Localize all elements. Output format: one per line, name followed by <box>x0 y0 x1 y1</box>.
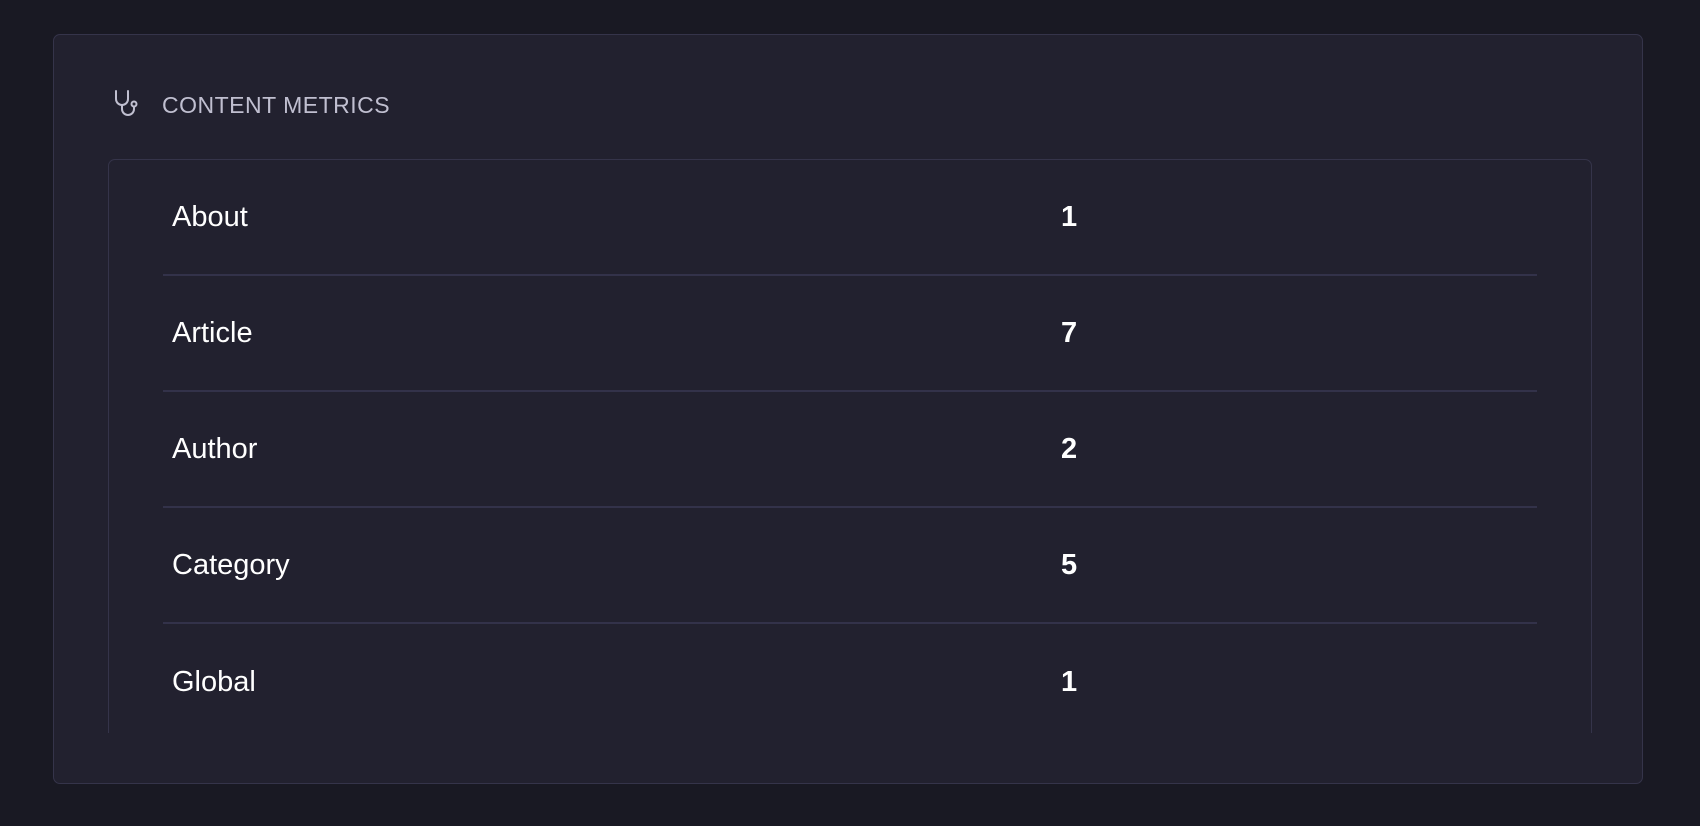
metric-row: Category 5 <box>163 508 1537 624</box>
metric-row: About 1 <box>163 160 1537 276</box>
metric-row: Global 1 <box>163 624 1537 733</box>
metric-label: Global <box>172 665 256 698</box>
card-title: CONTENT METRICS <box>162 91 391 118</box>
metric-value: 5 <box>1061 548 1078 581</box>
metric-row: Article 7 <box>163 276 1537 392</box>
metric-value: 2 <box>1061 432 1078 465</box>
stethoscope-icon <box>110 87 142 124</box>
metric-label: Category <box>172 548 290 581</box>
metrics-list[interactable]: About 1 Article 7 Author 2 Category 5 Gl… <box>108 159 1592 733</box>
metric-value: 1 <box>1061 200 1078 233</box>
metric-label: About <box>172 200 248 233</box>
card-header: CONTENT METRICS <box>110 87 390 123</box>
metric-label: Article <box>172 316 253 349</box>
metric-value: 1 <box>1061 665 1078 698</box>
metric-label: Author <box>172 432 258 465</box>
metric-row: Author 2 <box>163 392 1537 508</box>
content-metrics-card: CONTENT METRICS About 1 Article 7 Author… <box>53 34 1643 784</box>
metric-value: 7 <box>1061 316 1078 349</box>
